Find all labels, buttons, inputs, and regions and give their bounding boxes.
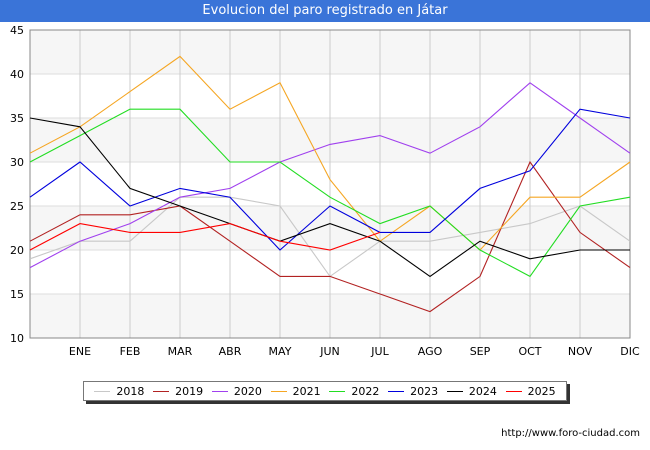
legend-label: 2020	[233, 384, 262, 398]
series-line-2025	[29, 223, 381, 251]
legend-swatch	[505, 390, 522, 392]
y-tick-labels: 10 15 20 25 30 35 40 45	[10, 24, 24, 345]
legend-label: 2024	[468, 384, 497, 398]
chart-title: Evolucion del paro registrado en Játar	[0, 0, 650, 22]
legend-label: 2022	[351, 384, 380, 398]
legend-label: 2021	[292, 384, 321, 398]
x-tick-label: MAY	[269, 345, 292, 358]
y-tick-label: 15	[10, 288, 24, 301]
legend-item-2019: 2019	[153, 385, 203, 398]
legend-item-2020: 2020	[211, 384, 262, 398]
y-tick-label: 40	[10, 68, 24, 81]
y-tick-label: 20	[10, 244, 24, 257]
x-tick-label: JUN	[319, 345, 340, 358]
x-tick-label: ABR	[219, 345, 242, 358]
series-lines	[29, 55, 631, 313]
x-tick-label: AGO	[418, 345, 443, 358]
y-tick-label: 45	[10, 24, 24, 37]
x-tick-label: ENE	[69, 345, 91, 358]
x-tick-label: NOV	[568, 345, 593, 358]
x-tick-labels: ENE FEB MAR ABR MAY JUN JUL AGO SEP OCT NOV DIC	[69, 345, 640, 358]
legend-item-2023: 2023	[388, 385, 438, 398]
x-tick-label: OCT	[518, 345, 541, 358]
footer-url: http://www.foro-ciudad.com	[501, 428, 640, 439]
x-tick-label: FEB	[120, 345, 141, 358]
legend-swatch	[211, 390, 228, 392]
legend-swatch	[270, 390, 287, 392]
x-tick-label: MAR	[168, 345, 193, 358]
series-line-2022	[29, 108, 631, 278]
series-line-2021	[29, 55, 631, 251]
y-tick-label: 25	[10, 200, 24, 213]
legend-swatch	[153, 390, 170, 392]
legend-item-2022: 2022	[329, 385, 379, 398]
plot-border	[29, 29, 631, 339]
legend-swatch	[388, 390, 405, 392]
legend-label: 2025	[527, 384, 556, 398]
y-tick-label: 30	[10, 156, 24, 169]
legend: 2018 2019 2020 2021 2022 2023 2024 2025	[83, 381, 567, 401]
legend-label: 2023	[410, 384, 439, 398]
series-line-2024	[29, 117, 630, 278]
series-line-2019	[29, 160, 631, 313]
legend-item-2018: 2018	[94, 385, 144, 398]
series-line-2020	[29, 82, 631, 269]
y-tick-label: 10	[10, 332, 24, 345]
x-tick-label: JUL	[370, 345, 389, 358]
legend-label: 2018	[116, 384, 145, 398]
legend-item-2021: 2021	[270, 384, 321, 398]
legend-item-2025: 2025	[505, 384, 556, 398]
y-tick-label: 35	[10, 112, 24, 125]
x-tick-label: DIC	[620, 345, 640, 358]
legend-swatch	[329, 390, 346, 392]
legend-swatch	[446, 390, 463, 392]
legend-item-2024: 2024	[446, 384, 497, 398]
legend-swatch	[94, 390, 111, 392]
legend-label: 2019	[175, 384, 204, 398]
series-line-2023	[29, 108, 631, 251]
x-tick-label: SEP	[470, 345, 491, 358]
